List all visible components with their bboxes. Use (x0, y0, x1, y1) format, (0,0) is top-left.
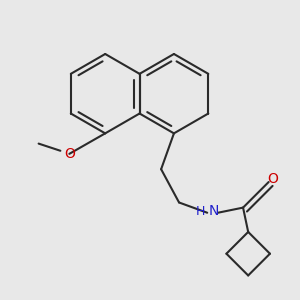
Text: O: O (267, 172, 278, 186)
Text: H: H (196, 205, 206, 218)
Text: N: N (208, 204, 219, 218)
Text: O: O (64, 147, 75, 161)
